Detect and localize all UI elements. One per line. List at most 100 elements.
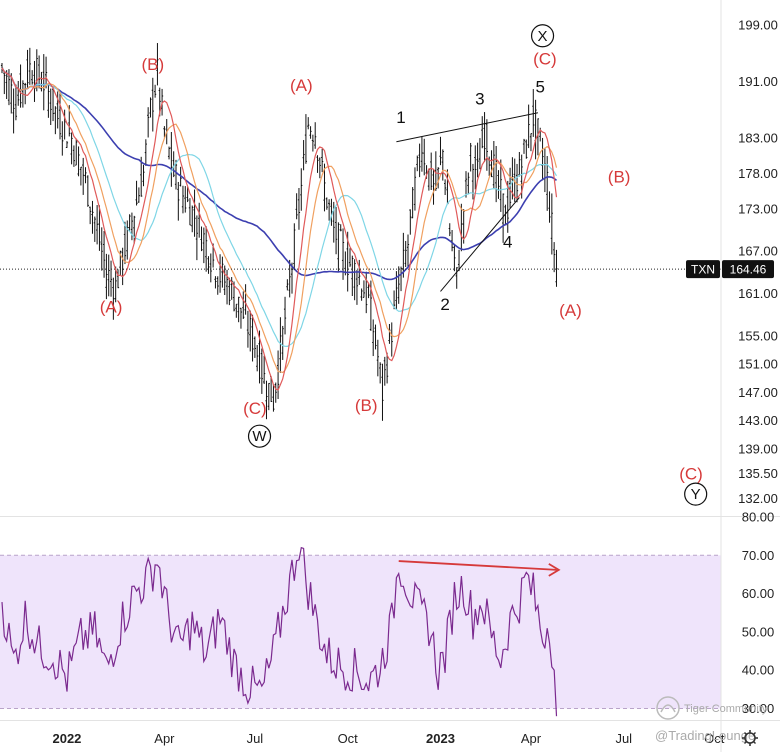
wave-label: (A) — [559, 301, 582, 320]
time-tick-label: Oct — [338, 731, 359, 746]
price-bar — [290, 262, 294, 294]
price-bar — [328, 199, 331, 221]
price-bar — [314, 122, 317, 149]
price-bar — [293, 223, 296, 271]
price-tick-label: 155.00 — [738, 328, 778, 343]
price-bar — [116, 269, 120, 289]
price-bar — [107, 254, 110, 297]
price-bar — [174, 159, 178, 190]
price-bar — [100, 227, 103, 271]
price-bar — [230, 277, 233, 300]
price-bar — [518, 152, 521, 177]
price-bar — [497, 170, 500, 199]
price-bar — [283, 296, 287, 335]
oscillator-line — [1, 546, 558, 717]
price-bar — [274, 382, 277, 403]
price-bar — [149, 97, 152, 118]
price-bar — [28, 47, 31, 85]
price-bar — [154, 84, 157, 98]
long-ma-blue — [1, 67, 558, 281]
price-bar — [98, 205, 101, 251]
price-bar — [12, 88, 15, 134]
price-bar — [216, 276, 219, 295]
price-bar — [553, 242, 556, 273]
price-bar — [123, 221, 127, 265]
price-bar — [548, 191, 551, 223]
price-tick-label: 151.00 — [738, 357, 778, 372]
price-bar — [198, 202, 201, 238]
price-tick-label: 167.00 — [738, 244, 778, 259]
price-bar — [483, 112, 486, 163]
price-bar — [31, 70, 34, 85]
wave-labels: (B) (A) (A) (C) (B) (C) (B) (A) (C) 1 2 3 4 5 W X Y — [100, 24, 708, 506]
price-bar — [228, 277, 231, 306]
price-bar — [441, 149, 444, 181]
price-bar — [406, 234, 410, 268]
price-bar — [105, 253, 108, 300]
price-bar — [550, 193, 553, 255]
price-bar — [495, 146, 498, 203]
price-panel — [0, 43, 721, 421]
divergence-arrow-head — [548, 563, 561, 577]
price-bar — [316, 155, 319, 173]
price-bar — [33, 60, 36, 102]
price-bar — [360, 288, 363, 301]
price-bar — [543, 147, 546, 193]
price-bar — [251, 314, 254, 362]
wave-label: 3 — [475, 90, 484, 109]
price-bar — [506, 180, 509, 233]
price-bar — [218, 254, 222, 293]
wave-label: 4 — [503, 232, 512, 251]
time-tick-label: Jul — [615, 731, 632, 746]
price-bar — [276, 350, 280, 400]
price-bar — [339, 224, 342, 232]
price-bar — [156, 43, 159, 86]
price-bar — [239, 307, 243, 329]
divergence-arrow-line — [398, 560, 557, 571]
price-bar — [525, 139, 528, 159]
price-bar — [522, 138, 526, 154]
price-bar — [128, 214, 131, 232]
price-bar — [89, 206, 92, 225]
price-bar — [474, 145, 477, 190]
price-bar — [420, 136, 424, 172]
price-bar — [51, 88, 55, 122]
price-bar — [502, 193, 505, 243]
price-tick-label: 135.50 — [738, 466, 778, 481]
time-tick-label: 2022 — [52, 731, 81, 746]
price-bar — [126, 220, 129, 260]
settings-gear-icon[interactable] — [742, 730, 758, 746]
price-bar — [281, 325, 284, 360]
price-bar — [200, 226, 203, 252]
price-bar — [515, 163, 519, 203]
price-bar — [453, 245, 456, 272]
price-bar — [388, 324, 391, 344]
price-bar — [214, 276, 217, 289]
price-bar — [471, 163, 475, 200]
price-bar — [527, 104, 530, 149]
price-bar — [318, 157, 321, 179]
price-bar — [309, 126, 312, 139]
price-bar — [244, 284, 247, 315]
price-bar — [177, 181, 180, 221]
price-tick-label: 199.00 — [738, 18, 778, 33]
price-bar — [418, 143, 421, 178]
price-bar — [302, 140, 305, 171]
wave-trend-line — [440, 197, 520, 292]
price-bar — [439, 136, 442, 166]
wave-label: (A) — [290, 76, 313, 95]
mid-ma-cyan — [1, 67, 558, 348]
price-bar — [399, 266, 403, 292]
price-bar — [355, 269, 359, 305]
oscillator-tick-label: 30.00 — [742, 701, 775, 716]
oscillator-tick-label: 80.00 — [742, 510, 775, 525]
price-bar — [413, 167, 417, 211]
price-bar — [260, 348, 263, 394]
price-bar — [54, 106, 57, 135]
price-bar — [209, 253, 212, 283]
price-bar — [263, 355, 266, 384]
wave-trend-line — [396, 112, 539, 143]
symbol-badge — [686, 260, 720, 279]
price-bar — [386, 352, 389, 384]
price-tick-label: 139.00 — [738, 441, 778, 456]
